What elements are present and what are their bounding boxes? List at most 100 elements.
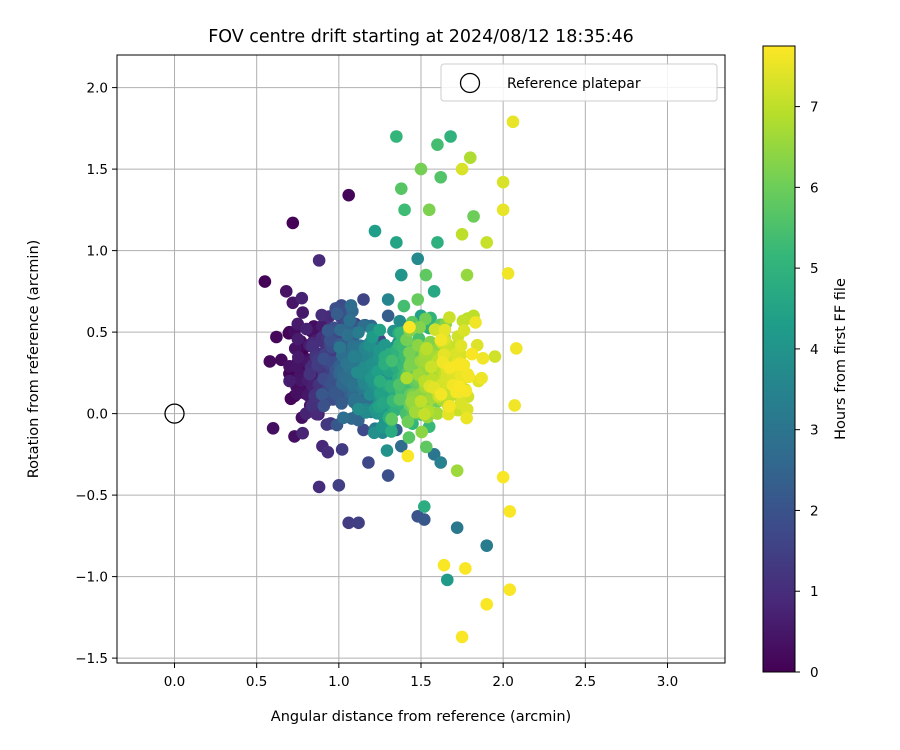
scatter-point (270, 330, 283, 344)
scatter-point (300, 322, 313, 336)
scatter-point (465, 347, 479, 361)
scatter-point (352, 402, 365, 416)
colorbar (762, 45, 796, 673)
scatter-point (459, 562, 472, 575)
scatter-point (414, 395, 428, 408)
scatter-point (418, 407, 431, 421)
reference-marker (164, 403, 185, 424)
x-tick-label: 2.5 (575, 674, 596, 690)
colorbar-tick-label: 3 (810, 423, 819, 439)
scatter-point (463, 151, 477, 164)
y-axis-label: Rotation from reference (arcmin) (26, 240, 42, 479)
scatter-point (401, 449, 415, 463)
scatter-point (381, 309, 395, 323)
scatter-point (320, 418, 334, 431)
colorbar-tick-label: 6 (810, 180, 819, 196)
x-tick-label: 1.5 (410, 674, 431, 690)
scatter-point (344, 299, 358, 312)
y-tick-label: 1.5 (87, 162, 108, 178)
x-tick-label: 1.0 (328, 674, 349, 690)
scatter-point (385, 412, 398, 426)
scatter-point (480, 539, 494, 552)
legend-entry-label: Reference platepar (507, 76, 641, 92)
scatter-point (438, 323, 452, 337)
scatter-point (303, 367, 317, 381)
scatter-point (380, 444, 394, 457)
scatter-point (443, 400, 456, 413)
scatter-point (286, 216, 300, 230)
scatter-point (419, 268, 433, 282)
scatter-point (450, 521, 464, 535)
scatter-point (414, 162, 428, 176)
x-tick-label: 0.0 (164, 674, 185, 690)
colorbar-ticks: 0 1 2 3 4 5 6 7 (795, 100, 819, 681)
scatter-point (381, 469, 395, 482)
scatter-point (420, 341, 433, 355)
scatter-point (417, 513, 431, 526)
scatter-point (510, 342, 523, 355)
scatter-point (342, 188, 355, 202)
scatter-point (454, 339, 468, 353)
y-tick-label: 0.0 (87, 407, 108, 423)
scatter-point (469, 316, 482, 329)
scatter-point (296, 306, 309, 319)
scatter-point (317, 352, 331, 366)
scatter-point (401, 415, 415, 429)
scatter-point (390, 236, 403, 249)
scatter-point (385, 354, 399, 368)
scatter-point (501, 267, 515, 280)
scatter-point (321, 324, 335, 337)
y-tick-label: −1.0 (75, 570, 108, 586)
scatter-point (295, 291, 309, 305)
y-axis-ticks: −1.5 −1.0 −0.5 0.0 0.5 1.0 1.5 2.0 (75, 81, 117, 667)
scatter-point (394, 268, 408, 282)
scatter-point (427, 285, 441, 298)
scatter-point (368, 224, 382, 238)
scatter-point (335, 397, 348, 410)
x-axis-label: Angular distance from reference (arcmin) (271, 709, 571, 725)
scatter-point (467, 210, 480, 223)
scatter-point (496, 203, 510, 217)
scatter-point (422, 203, 436, 217)
scatter-point (393, 393, 407, 406)
colorbar-tick-label: 7 (810, 100, 819, 116)
scatter-point (405, 395, 418, 409)
scatter-point (444, 130, 457, 143)
scatter-point (434, 170, 448, 184)
colorbar-tick-label: 1 (810, 584, 819, 600)
scatter-point (296, 426, 309, 440)
scatter-point (411, 252, 425, 266)
scatter-point (355, 366, 369, 380)
scatter-point (411, 293, 425, 306)
scatter-point (305, 399, 319, 412)
scatter-point (306, 339, 320, 353)
scatter-point (462, 370, 476, 384)
scatter-point (452, 358, 465, 372)
scatter-point (417, 500, 431, 513)
scatter-point (315, 308, 329, 322)
scatter-point (480, 236, 494, 249)
scatter-point (362, 456, 375, 469)
scatter-point (506, 115, 520, 129)
scatter-point (403, 359, 416, 373)
scatter-point (385, 425, 398, 438)
scatter-point (476, 352, 490, 365)
colorbar-tick-label: 0 (810, 665, 819, 681)
scatter-point (397, 299, 411, 313)
scatter-point (408, 405, 422, 419)
scatter-point (503, 583, 517, 596)
scatter-point (266, 421, 280, 435)
scatter-point (323, 333, 337, 347)
scatter-point (292, 350, 305, 364)
scatter-point (450, 464, 464, 477)
y-tick-label: −1.5 (75, 651, 108, 667)
scatter-point (381, 293, 395, 306)
scatter-point (419, 440, 433, 454)
scatter-point (279, 285, 293, 298)
scatter-point (346, 379, 360, 392)
scatter-point (373, 323, 387, 337)
scatter-point (453, 380, 466, 393)
y-tick-label: −0.5 (75, 488, 108, 504)
scatter-point (321, 445, 335, 459)
